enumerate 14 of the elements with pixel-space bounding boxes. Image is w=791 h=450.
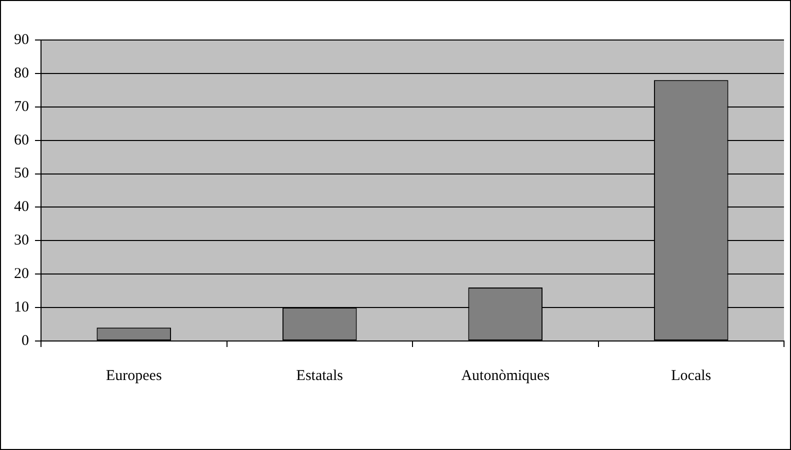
x-tick-label: Autonòmiques	[461, 368, 550, 384]
x-tick-label: Europees	[106, 368, 162, 384]
y-tick-label: 30	[14, 232, 29, 249]
y-tick-label: 40	[14, 199, 29, 216]
y-tick-label: 50	[14, 166, 29, 182]
y-tick-label: 60	[14, 132, 29, 148]
y-tick-label: 70	[14, 98, 29, 115]
x-tick-label: Estatals	[296, 368, 344, 384]
x-tick-label: Locals	[671, 368, 712, 384]
y-tick-label: 90	[14, 32, 29, 48]
y-tick-label: 0	[22, 332, 29, 349]
y-tick-label: 20	[14, 266, 29, 282]
y-tick-label: 10	[14, 299, 29, 316]
y-tick-label: 80	[14, 65, 29, 82]
